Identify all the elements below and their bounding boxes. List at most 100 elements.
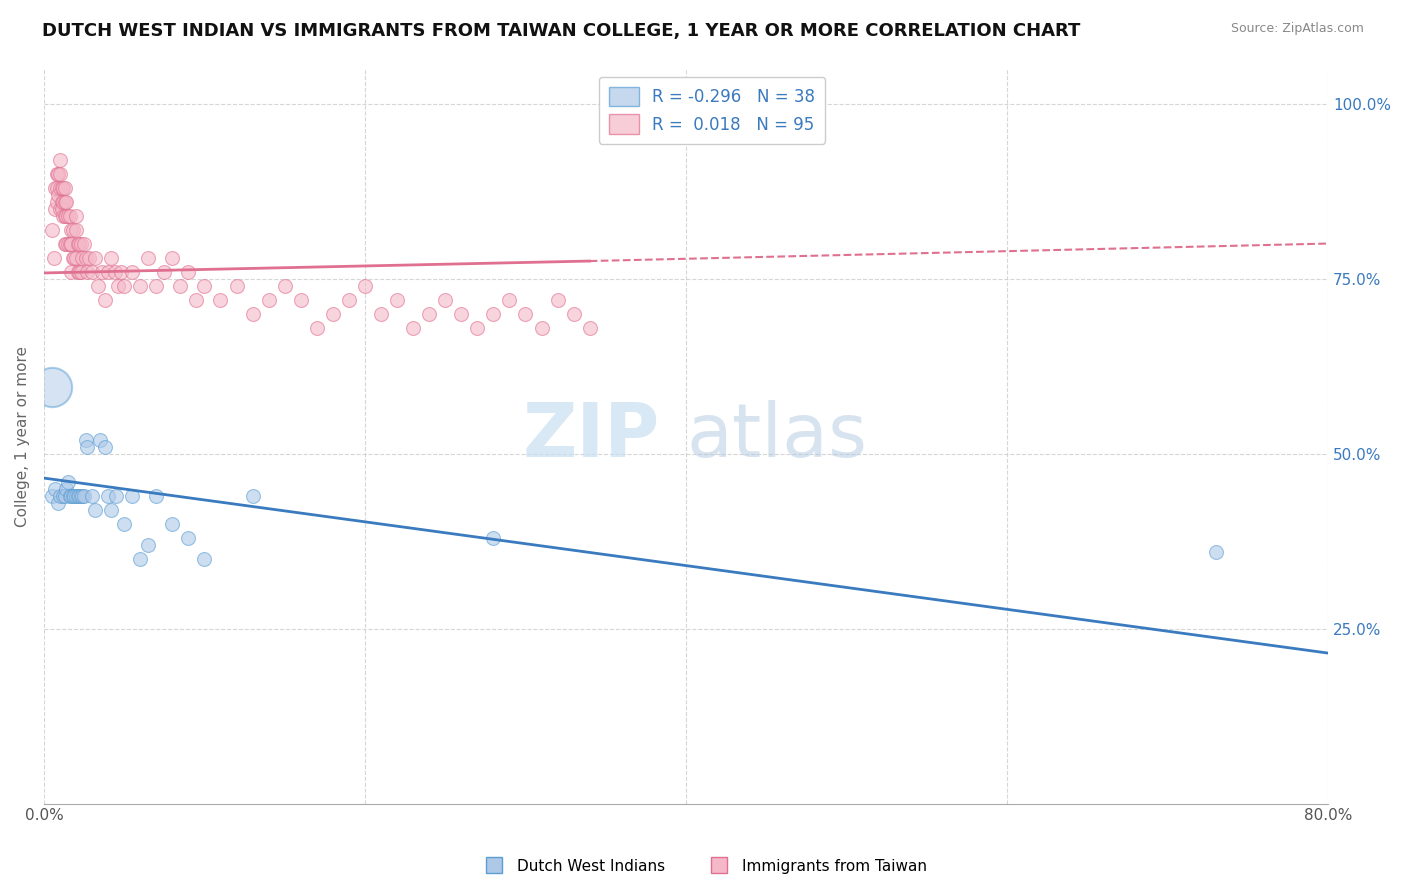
Point bbox=[51, 180, 73, 194]
Point bbox=[67, 264, 90, 278]
Point bbox=[482, 307, 505, 321]
Point bbox=[94, 293, 117, 307]
Point bbox=[45, 194, 67, 209]
Point bbox=[69, 236, 91, 251]
Point bbox=[305, 320, 328, 334]
Point bbox=[578, 320, 600, 334]
Point bbox=[145, 489, 167, 503]
Point bbox=[434, 293, 457, 307]
Point bbox=[72, 251, 94, 265]
Point bbox=[65, 222, 87, 236]
Point bbox=[498, 293, 520, 307]
Point bbox=[41, 222, 63, 236]
Point bbox=[72, 489, 94, 503]
Point bbox=[177, 264, 200, 278]
Point bbox=[84, 502, 107, 516]
Point bbox=[129, 278, 152, 293]
Point bbox=[60, 222, 83, 236]
Point bbox=[90, 264, 112, 278]
Point bbox=[73, 489, 96, 503]
Point bbox=[52, 489, 75, 503]
Point bbox=[49, 489, 72, 503]
Point bbox=[75, 433, 97, 447]
Point bbox=[370, 307, 392, 321]
Text: DUTCH WEST INDIAN VS IMMIGRANTS FROM TAIWAN COLLEGE, 1 YEAR OR MORE CORRELATION : DUTCH WEST INDIAN VS IMMIGRANTS FROM TAI… bbox=[42, 22, 1081, 40]
Point bbox=[450, 307, 472, 321]
Point bbox=[69, 264, 91, 278]
Point bbox=[45, 180, 67, 194]
Point bbox=[136, 251, 159, 265]
Point bbox=[53, 489, 76, 503]
Point bbox=[145, 278, 167, 293]
Point bbox=[87, 278, 110, 293]
Y-axis label: College, 1 year or more: College, 1 year or more bbox=[15, 345, 30, 526]
Point bbox=[107, 278, 129, 293]
Point bbox=[80, 264, 103, 278]
Point bbox=[66, 489, 89, 503]
Point bbox=[65, 251, 87, 265]
Point bbox=[67, 489, 90, 503]
Point bbox=[103, 264, 125, 278]
Point bbox=[46, 495, 69, 509]
Point bbox=[46, 187, 69, 202]
Point bbox=[418, 307, 440, 321]
Point bbox=[49, 180, 72, 194]
Point bbox=[100, 502, 122, 516]
Point bbox=[69, 489, 91, 503]
Point bbox=[105, 489, 128, 503]
Point bbox=[112, 278, 135, 293]
Point bbox=[66, 264, 89, 278]
Point bbox=[76, 264, 98, 278]
Point bbox=[337, 293, 360, 307]
Legend: Dutch West Indians, Immigrants from Taiwan: Dutch West Indians, Immigrants from Taiw… bbox=[472, 853, 934, 880]
Point bbox=[65, 209, 87, 223]
Point bbox=[193, 278, 215, 293]
Point bbox=[58, 236, 80, 251]
Point bbox=[51, 194, 73, 209]
Point bbox=[177, 531, 200, 545]
Point bbox=[62, 251, 84, 265]
Point bbox=[97, 264, 120, 278]
Point bbox=[58, 489, 80, 503]
Point bbox=[55, 236, 77, 251]
Point bbox=[84, 251, 107, 265]
Point bbox=[242, 307, 264, 321]
Point bbox=[44, 202, 66, 216]
Point bbox=[49, 153, 72, 167]
Point bbox=[62, 489, 84, 503]
Point bbox=[41, 489, 63, 503]
Point bbox=[110, 264, 132, 278]
Point bbox=[60, 236, 83, 251]
Point bbox=[121, 264, 143, 278]
Point bbox=[530, 320, 553, 334]
Point bbox=[80, 489, 103, 503]
Point bbox=[63, 489, 86, 503]
Point bbox=[45, 167, 67, 181]
Point bbox=[56, 209, 79, 223]
Point bbox=[136, 538, 159, 552]
Point bbox=[322, 307, 344, 321]
Point bbox=[162, 251, 184, 265]
Point bbox=[385, 293, 408, 307]
Point bbox=[55, 194, 77, 209]
Point bbox=[76, 440, 98, 454]
Point bbox=[73, 236, 96, 251]
Point bbox=[41, 380, 63, 394]
Point bbox=[242, 489, 264, 503]
Point bbox=[482, 531, 505, 545]
Point bbox=[129, 551, 152, 566]
Point bbox=[89, 433, 111, 447]
Point bbox=[562, 307, 585, 321]
Point bbox=[75, 251, 97, 265]
Point bbox=[112, 516, 135, 531]
Text: Source: ZipAtlas.com: Source: ZipAtlas.com bbox=[1230, 22, 1364, 36]
Point bbox=[273, 278, 295, 293]
Point bbox=[56, 475, 79, 489]
Point bbox=[58, 209, 80, 223]
Point bbox=[66, 236, 89, 251]
Point bbox=[465, 320, 488, 334]
Point bbox=[547, 293, 569, 307]
Point bbox=[53, 194, 76, 209]
Point bbox=[62, 222, 84, 236]
Point bbox=[46, 167, 69, 181]
